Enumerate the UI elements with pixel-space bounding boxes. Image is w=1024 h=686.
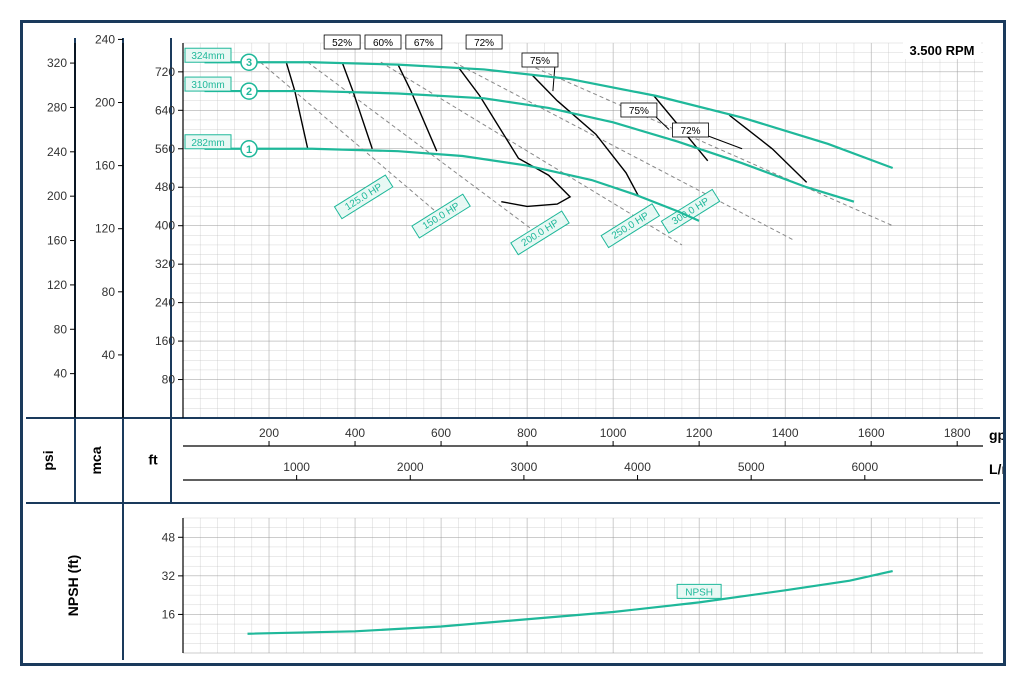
impeller-id: 2 xyxy=(246,86,252,98)
y-axis-psi: psi xyxy=(40,450,56,470)
svg-text:320: 320 xyxy=(155,257,175,271)
npsh-label: NPSH xyxy=(685,587,713,598)
svg-text:200: 200 xyxy=(259,426,279,440)
svg-text:4000: 4000 xyxy=(624,460,651,474)
svg-text:5000: 5000 xyxy=(738,460,765,474)
efficiency-label: 67% xyxy=(414,38,434,49)
svg-text:240: 240 xyxy=(95,32,115,46)
svg-text:32: 32 xyxy=(162,569,176,583)
svg-text:120: 120 xyxy=(95,222,115,236)
svg-text:120: 120 xyxy=(47,278,67,292)
efficiency-label: 75% xyxy=(530,56,550,67)
svg-text:1000: 1000 xyxy=(600,426,627,440)
svg-text:200: 200 xyxy=(47,189,67,203)
pump-curve-chart: 8016024032040048056064072040801201602002… xyxy=(20,20,1006,666)
rpm-label: 3.500 RPM xyxy=(909,43,974,58)
svg-text:2000: 2000 xyxy=(397,460,424,474)
svg-text:480: 480 xyxy=(155,180,175,194)
npsh-curve xyxy=(248,571,893,634)
y-axis-mca: mca xyxy=(88,446,104,474)
svg-text:48: 48 xyxy=(162,530,176,544)
svg-text:40: 40 xyxy=(54,367,68,381)
x-axis-gpm: gpm xyxy=(989,427,1003,443)
svg-text:160: 160 xyxy=(95,159,115,173)
impeller-dia-label: 282mm xyxy=(191,138,224,149)
svg-text:80: 80 xyxy=(162,373,176,387)
svg-text:160: 160 xyxy=(155,334,175,348)
svg-text:400: 400 xyxy=(155,219,175,233)
svg-text:280: 280 xyxy=(47,100,67,114)
impeller-curve xyxy=(205,62,893,168)
impeller-id: 3 xyxy=(246,57,252,69)
svg-text:1400: 1400 xyxy=(772,426,799,440)
svg-text:600: 600 xyxy=(431,426,451,440)
x-axis-lmin: L/min xyxy=(989,461,1003,477)
svg-text:3000: 3000 xyxy=(511,460,538,474)
npsh-axis-title: NPSH (ft) xyxy=(65,555,81,616)
efficiency-label: 72% xyxy=(681,126,701,137)
efficiency-label: 52% xyxy=(332,38,352,49)
svg-text:16: 16 xyxy=(162,607,176,621)
svg-text:240: 240 xyxy=(155,296,175,310)
svg-text:200: 200 xyxy=(95,96,115,110)
svg-text:80: 80 xyxy=(102,285,116,299)
impeller-dia-label: 310mm xyxy=(191,80,224,91)
svg-text:80: 80 xyxy=(54,322,68,336)
impeller-dia-label: 324mm xyxy=(191,51,224,62)
svg-text:320: 320 xyxy=(47,56,67,70)
efficiency-label: 60% xyxy=(373,38,393,49)
svg-text:560: 560 xyxy=(155,142,175,156)
svg-text:160: 160 xyxy=(47,234,67,248)
efficiency-curve xyxy=(398,65,437,152)
svg-text:400: 400 xyxy=(345,426,365,440)
svg-text:40: 40 xyxy=(102,348,116,362)
svg-text:240: 240 xyxy=(47,145,67,159)
efficiency-label: 72% xyxy=(474,38,494,49)
svg-text:1200: 1200 xyxy=(686,426,713,440)
svg-text:1800: 1800 xyxy=(944,426,971,440)
svg-text:800: 800 xyxy=(517,426,537,440)
impeller-curve xyxy=(205,91,854,202)
efficiency-curve xyxy=(286,62,308,149)
svg-text:1000: 1000 xyxy=(283,460,310,474)
svg-text:720: 720 xyxy=(155,65,175,79)
svg-text:640: 640 xyxy=(155,103,175,117)
efficiency-label: 75% xyxy=(629,106,649,117)
svg-text:1600: 1600 xyxy=(858,426,885,440)
impeller-id: 1 xyxy=(246,144,252,156)
svg-text:6000: 6000 xyxy=(851,460,878,474)
y-axis-ft: ft xyxy=(148,452,158,468)
